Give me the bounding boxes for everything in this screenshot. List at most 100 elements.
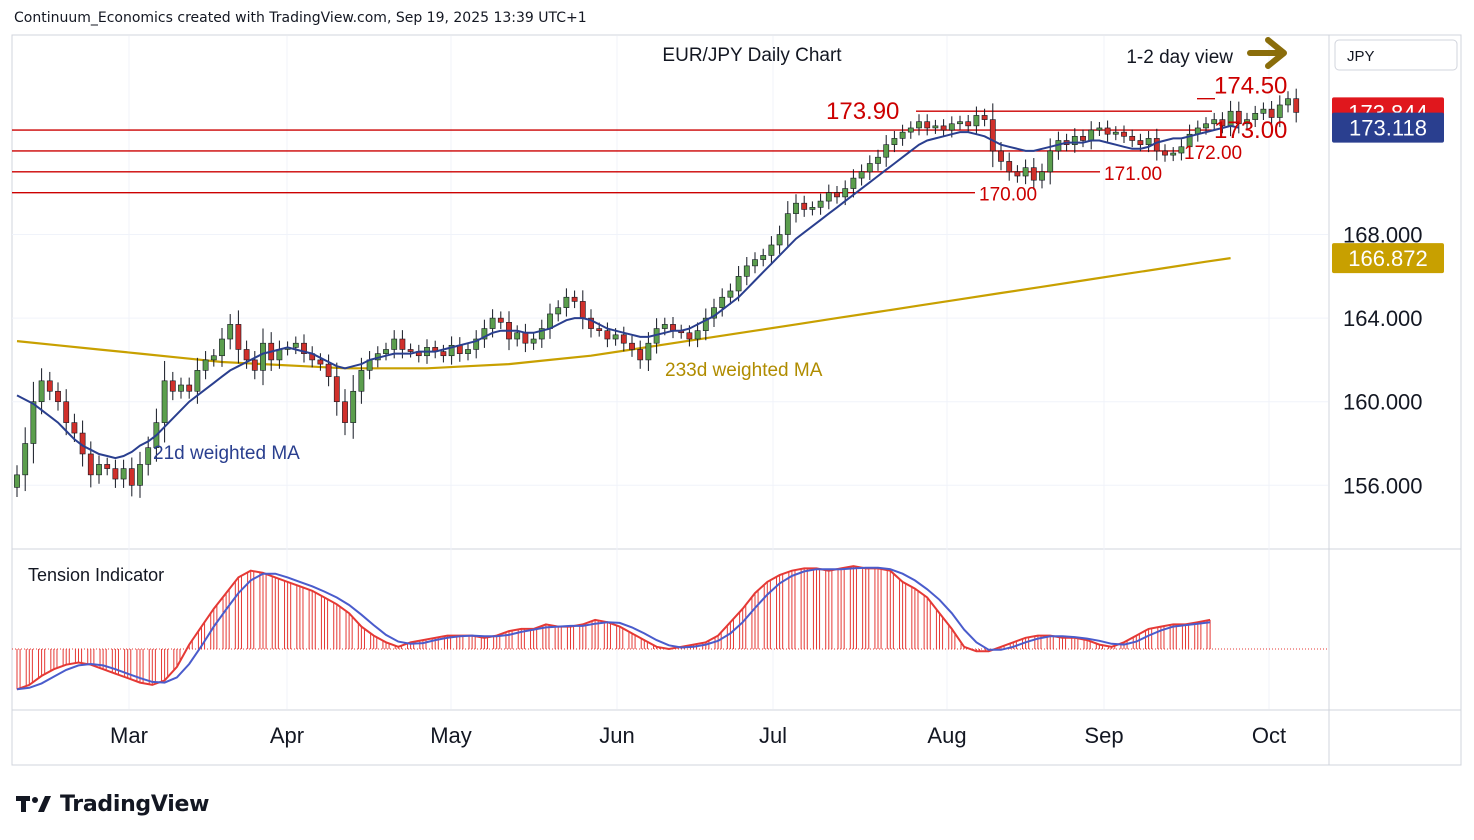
candle[interactable] [776, 225, 783, 254]
candle[interactable] [1293, 88, 1300, 123]
candle[interactable] [530, 332, 537, 350]
candle[interactable] [924, 114, 931, 136]
candle[interactable] [1047, 138, 1054, 185]
currency-box[interactable] [1334, 39, 1458, 71]
time-axis[interactable]: Mar Apr May Jun Jul Aug Sep Oct [110, 723, 1286, 748]
candle[interactable] [989, 103, 996, 168]
candle[interactable] [850, 169, 857, 198]
candle[interactable] [784, 201, 791, 248]
candle[interactable] [145, 436, 152, 476]
candle[interactable] [834, 186, 840, 204]
candle[interactable] [1145, 130, 1152, 153]
candle[interactable] [407, 343, 414, 358]
candle[interactable] [38, 368, 45, 415]
candle[interactable] [46, 371, 53, 401]
candle[interactable] [809, 201, 816, 216]
candle[interactable] [571, 290, 578, 309]
candlestick-series[interactable] [14, 88, 1300, 498]
candle[interactable] [1039, 163, 1045, 189]
candle[interactable] [243, 340, 250, 369]
candle[interactable] [1014, 165, 1021, 183]
candle[interactable] [1006, 152, 1013, 181]
candle[interactable] [711, 298, 717, 328]
candle[interactable] [1268, 100, 1275, 126]
candle[interactable] [825, 184, 832, 210]
candle[interactable] [1112, 126, 1119, 141]
candle[interactable] [678, 324, 685, 339]
candle[interactable] [957, 115, 963, 130]
candle[interactable] [292, 336, 299, 355]
candle[interactable] [998, 142, 1004, 171]
candle[interactable] [629, 335, 635, 357]
candle[interactable] [317, 353, 324, 371]
candle[interactable] [547, 303, 553, 339]
candle[interactable] [1080, 129, 1086, 148]
candle[interactable] [555, 300, 562, 322]
candle[interactable] [325, 354, 332, 387]
candle[interactable] [1022, 159, 1029, 185]
candle[interactable] [358, 357, 365, 404]
candle[interactable] [702, 308, 709, 341]
candle[interactable] [497, 311, 504, 329]
candle[interactable] [456, 337, 463, 362]
candle[interactable] [981, 108, 988, 127]
candle[interactable] [1211, 112, 1218, 131]
candle[interactable] [1071, 128, 1078, 153]
price-axis[interactable]: 156.000160.000164.000168.000173.844173.1… [1332, 97, 1444, 498]
candle[interactable] [415, 344, 422, 363]
candle[interactable] [227, 314, 234, 350]
candle[interactable] [342, 389, 348, 436]
candle[interactable] [63, 389, 70, 436]
candle[interactable] [907, 121, 914, 139]
candle[interactable] [366, 351, 373, 380]
candle[interactable] [899, 124, 906, 146]
candle[interactable] [645, 332, 652, 371]
candle[interactable] [735, 265, 742, 302]
candle[interactable] [514, 325, 521, 347]
candle[interactable] [670, 316, 676, 339]
candle[interactable] [473, 330, 480, 359]
candle[interactable] [563, 288, 570, 317]
candle[interactable] [1088, 121, 1095, 150]
candle[interactable] [522, 323, 529, 353]
candle[interactable] [768, 236, 775, 265]
candle[interactable] [251, 351, 258, 380]
candle[interactable] [22, 427, 29, 492]
candle[interactable] [940, 119, 947, 137]
candle[interactable] [1194, 120, 1201, 142]
candle[interactable] [1170, 147, 1177, 162]
candle[interactable] [1186, 124, 1193, 157]
candle[interactable] [973, 106, 980, 135]
candle[interactable] [1276, 95, 1283, 128]
candle[interactable] [637, 340, 644, 369]
candle[interactable] [481, 319, 488, 348]
candle[interactable] [350, 375, 357, 439]
candle[interactable] [588, 309, 594, 338]
candle[interactable] [55, 382, 61, 411]
candle[interactable] [96, 455, 102, 484]
candle[interactable] [465, 342, 471, 361]
candle[interactable] [169, 371, 176, 401]
candle[interactable] [579, 290, 586, 330]
candle[interactable] [1121, 125, 1127, 143]
candle[interactable] [202, 351, 209, 380]
candle[interactable] [1252, 105, 1259, 128]
candle[interactable] [817, 193, 824, 215]
candle[interactable] [1260, 102, 1267, 121]
candle[interactable] [1235, 101, 1242, 134]
candle[interactable] [210, 349, 217, 367]
candle[interactable] [1129, 129, 1136, 148]
candle[interactable] [793, 194, 799, 223]
candle[interactable] [604, 322, 611, 348]
candle[interactable] [916, 114, 922, 136]
candle[interactable] [875, 149, 881, 171]
candle[interactable] [30, 381, 37, 464]
candle[interactable] [719, 288, 726, 317]
candle[interactable] [260, 328, 266, 386]
candle[interactable] [1096, 121, 1103, 136]
candle[interactable] [301, 334, 307, 363]
candle[interactable] [1178, 139, 1185, 161]
candle[interactable] [333, 362, 340, 416]
candle[interactable] [965, 114, 972, 133]
